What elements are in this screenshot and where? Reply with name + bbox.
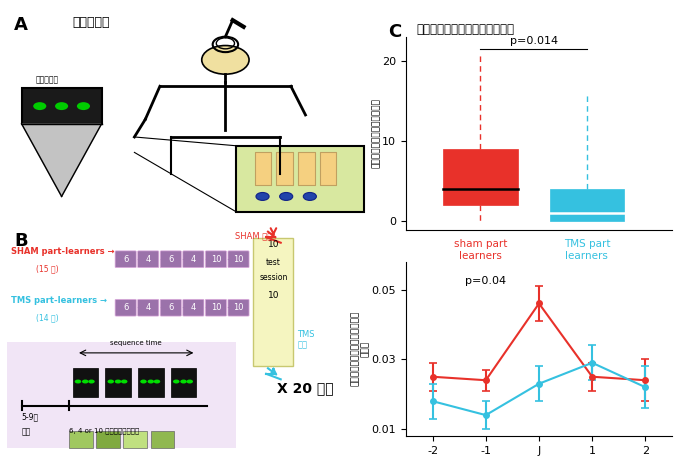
Text: 10: 10 bbox=[233, 303, 244, 312]
Text: C: C bbox=[389, 23, 402, 41]
Y-axis label: ボタン押し間隔のばらつき変化
（秒）: ボタン押し間隔のばらつき変化 （秒） bbox=[351, 311, 370, 386]
Text: +: + bbox=[204, 255, 210, 264]
FancyBboxPatch shape bbox=[138, 299, 159, 316]
Text: SHAM 刺激: SHAM 刺激 bbox=[235, 232, 272, 241]
Bar bbox=[138, 368, 164, 397]
Text: 実験の様子: 実験の様子 bbox=[73, 16, 110, 29]
Bar bbox=[320, 152, 337, 185]
Text: session: session bbox=[259, 274, 288, 282]
Text: SHAM part-learners →: SHAM part-learners → bbox=[10, 247, 114, 256]
FancyBboxPatch shape bbox=[115, 251, 136, 268]
Text: 10: 10 bbox=[211, 255, 221, 264]
Text: B: B bbox=[14, 232, 28, 250]
Text: 4: 4 bbox=[146, 255, 151, 264]
Text: TMS
刺激: TMS 刺激 bbox=[297, 330, 314, 349]
Bar bbox=[237, 146, 364, 212]
Y-axis label: テストセッションでの誤り数: テストセッションでの誤り数 bbox=[372, 98, 381, 168]
Bar bbox=[443, 149, 518, 206]
Text: (14 人): (14 人) bbox=[36, 313, 59, 322]
Bar bbox=[105, 368, 131, 397]
Text: 5-9秒: 5-9秒 bbox=[22, 412, 38, 421]
Text: p=0.014: p=0.014 bbox=[510, 36, 558, 46]
Circle shape bbox=[303, 192, 316, 201]
Text: 6, 4 or 10 のボタン押し系列: 6, 4 or 10 のボタン押し系列 bbox=[69, 428, 139, 434]
Circle shape bbox=[75, 380, 81, 384]
Text: +: + bbox=[181, 303, 188, 312]
Text: 4: 4 bbox=[190, 303, 196, 312]
Text: X 20 試行: X 20 試行 bbox=[277, 381, 334, 395]
FancyBboxPatch shape bbox=[183, 299, 204, 316]
FancyBboxPatch shape bbox=[115, 299, 136, 316]
Circle shape bbox=[82, 380, 88, 384]
Circle shape bbox=[154, 380, 160, 384]
Circle shape bbox=[148, 380, 154, 384]
Circle shape bbox=[115, 380, 121, 384]
Bar bbox=[171, 368, 196, 397]
Circle shape bbox=[186, 380, 193, 384]
Circle shape bbox=[55, 102, 68, 110]
Circle shape bbox=[256, 192, 269, 201]
Bar bbox=[276, 152, 293, 185]
Circle shape bbox=[121, 380, 127, 384]
Text: 10: 10 bbox=[233, 255, 244, 264]
Text: +: + bbox=[204, 303, 210, 312]
FancyBboxPatch shape bbox=[138, 251, 159, 268]
Bar bbox=[73, 368, 98, 397]
Text: 4: 4 bbox=[190, 255, 196, 264]
Text: +: + bbox=[227, 255, 233, 264]
Text: +: + bbox=[181, 255, 188, 264]
Text: テストセッションにおける行動: テストセッションにおける行動 bbox=[416, 23, 514, 36]
Bar bbox=[298, 152, 314, 185]
Text: 10: 10 bbox=[211, 303, 221, 312]
Text: 6: 6 bbox=[168, 255, 174, 264]
Circle shape bbox=[88, 380, 95, 384]
Bar bbox=[255, 152, 271, 185]
Circle shape bbox=[279, 192, 293, 201]
Bar bbox=[253, 238, 293, 366]
FancyBboxPatch shape bbox=[205, 299, 227, 316]
Bar bbox=[7, 342, 237, 448]
FancyBboxPatch shape bbox=[205, 251, 227, 268]
Bar bbox=[22, 89, 102, 124]
Text: +: + bbox=[227, 303, 233, 312]
Bar bbox=[69, 431, 92, 448]
Text: 6: 6 bbox=[123, 303, 128, 312]
FancyBboxPatch shape bbox=[160, 251, 181, 268]
Text: (15 人): (15 人) bbox=[36, 265, 59, 274]
Text: +: + bbox=[136, 303, 143, 312]
Circle shape bbox=[173, 380, 179, 384]
Bar bbox=[96, 431, 120, 448]
Polygon shape bbox=[22, 124, 102, 196]
Text: スクリーン: スクリーン bbox=[36, 75, 60, 84]
Bar bbox=[550, 189, 624, 221]
Text: sequence time: sequence time bbox=[111, 340, 162, 346]
FancyBboxPatch shape bbox=[183, 251, 204, 268]
Text: +: + bbox=[159, 303, 165, 312]
Text: 10: 10 bbox=[267, 241, 279, 249]
Text: 休み: 休み bbox=[22, 428, 31, 437]
FancyBboxPatch shape bbox=[228, 251, 249, 268]
FancyBboxPatch shape bbox=[228, 299, 249, 316]
Bar bbox=[123, 431, 147, 448]
Text: +: + bbox=[159, 255, 165, 264]
Text: +: + bbox=[136, 255, 143, 264]
Circle shape bbox=[202, 45, 249, 74]
Text: 6: 6 bbox=[123, 255, 128, 264]
Bar bbox=[150, 431, 174, 448]
Text: 4: 4 bbox=[146, 303, 151, 312]
Text: TMS part-learners →: TMS part-learners → bbox=[10, 296, 106, 304]
Circle shape bbox=[181, 380, 187, 384]
Text: 10: 10 bbox=[267, 291, 279, 300]
Circle shape bbox=[140, 380, 147, 384]
Text: test: test bbox=[266, 258, 281, 267]
Circle shape bbox=[77, 102, 90, 110]
Circle shape bbox=[108, 380, 114, 384]
Circle shape bbox=[33, 102, 46, 110]
Text: p=0.04: p=0.04 bbox=[466, 276, 506, 286]
FancyBboxPatch shape bbox=[160, 299, 181, 316]
Text: A: A bbox=[14, 16, 28, 34]
Text: 6: 6 bbox=[168, 303, 174, 312]
